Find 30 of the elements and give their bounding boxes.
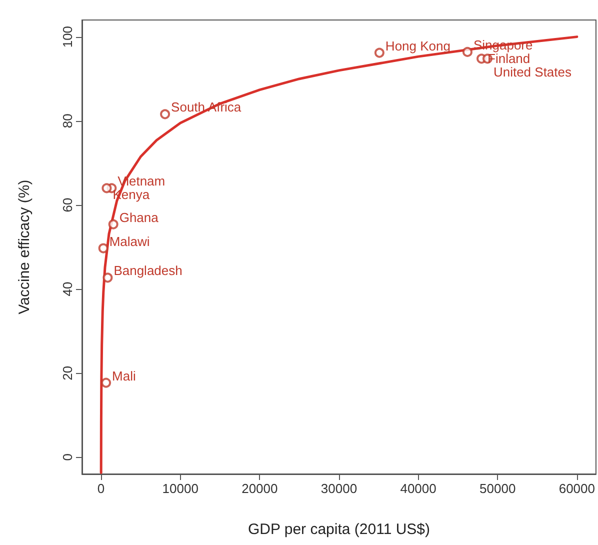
- y-axis-title: Vaccine efficacy (%): [16, 180, 33, 314]
- point: [374, 48, 384, 58]
- point: [101, 378, 112, 388]
- point: [462, 46, 472, 57]
- point: [160, 109, 170, 120]
- x-tick-label: 40000: [400, 481, 436, 496]
- point: [108, 219, 118, 230]
- y-tick-label: 40: [60, 282, 75, 296]
- y-tick-label: 60: [60, 198, 75, 212]
- x-tick-label: 60000: [558, 481, 596, 496]
- x-tick-label: 20000: [242, 481, 278, 496]
- line-series: [100, 36, 578, 474]
- x-tick-label: 0: [97, 481, 105, 496]
- point: [102, 183, 112, 194]
- y-tick-label: 100: [60, 26, 75, 48]
- annotation: United States: [493, 64, 572, 80]
- y-tick-label: 80: [60, 114, 75, 128]
- x-tick-label: 50000: [480, 481, 516, 496]
- x-tick-label: 30000: [320, 481, 358, 496]
- y-tick-label: 20: [60, 366, 75, 380]
- annotation: Hong Kong: [385, 38, 450, 54]
- y-tick-label: 0: [60, 454, 75, 461]
- annotation: Malawi: [109, 234, 150, 249]
- annotation: Mali: [112, 368, 136, 384]
- x-axis-title: GDP per capita (2011 US$): [248, 521, 430, 538]
- point: [98, 243, 108, 254]
- point: [102, 272, 113, 283]
- annotation: Bangladesh: [114, 263, 182, 278]
- x-tick-label: 10000: [162, 481, 198, 496]
- annotation: Ghana: [119, 210, 160, 225]
